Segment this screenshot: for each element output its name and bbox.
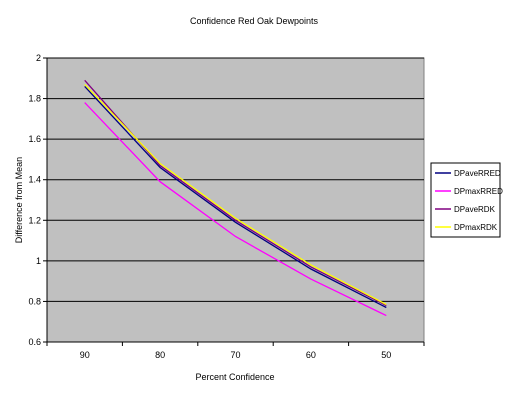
y-ticks: 0.6 0.8 1 1.2 1.4 1.6 1.8 2 xyxy=(28,53,47,347)
legend-box xyxy=(430,162,501,238)
series-line-DPmaxRRED xyxy=(84,102,387,317)
x-tick-label: 60 xyxy=(306,350,316,360)
axes xyxy=(46,58,424,343)
y-tick-label: 0.6 xyxy=(28,337,41,347)
y-tick-label: 1.6 xyxy=(28,134,41,144)
legend-label: DPaveRDK xyxy=(454,205,496,214)
legend: DPaveRRED DPmaxRRED DPaveRDK DPmaxRDK xyxy=(430,162,503,238)
y-tick-label: 1.8 xyxy=(28,94,41,104)
x-ticks: 90 80 70 60 50 xyxy=(46,342,425,360)
y-axis-label: Difference from Mean xyxy=(14,157,24,243)
x-tick-label: 50 xyxy=(381,350,391,360)
x-axis-label: Percent Confidence xyxy=(195,372,274,382)
y-tick-label: 0.8 xyxy=(28,296,41,306)
y-tick-label: 1.2 xyxy=(28,215,41,225)
y-tick-label: 1 xyxy=(36,256,41,266)
chart-title: Confidence Red Oak Dewpoints xyxy=(190,16,319,26)
plot-area xyxy=(46,57,425,343)
x-tick-label: 80 xyxy=(155,350,165,360)
y-tick-label: 2 xyxy=(36,53,41,63)
series-line-DPaveRRED xyxy=(84,85,387,309)
series-lines xyxy=(84,79,387,317)
y-tick-label: 1.4 xyxy=(28,175,41,185)
x-tick-label: 70 xyxy=(230,350,240,360)
legend-label: DPmaxRDK xyxy=(454,223,498,232)
x-tick-label: 90 xyxy=(80,350,90,360)
legend-label: DPaveRRED xyxy=(454,169,501,178)
legend-label: DPmaxRRED xyxy=(454,187,503,196)
series-line-DPmaxRDK xyxy=(84,83,387,306)
